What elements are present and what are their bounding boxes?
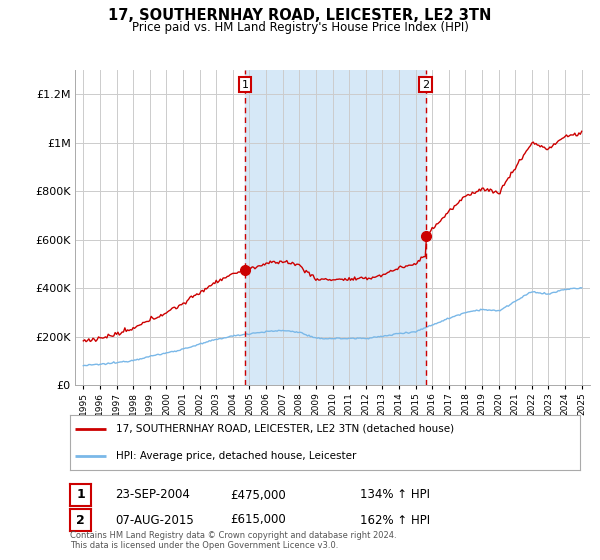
Text: HPI: Average price, detached house, Leicester: HPI: Average price, detached house, Leic…: [116, 451, 356, 461]
Text: Price paid vs. HM Land Registry's House Price Index (HPI): Price paid vs. HM Land Registry's House …: [131, 21, 469, 34]
Text: 23-SEP-2004: 23-SEP-2004: [115, 488, 190, 502]
Text: 2: 2: [76, 514, 85, 526]
Text: Contains HM Land Registry data © Crown copyright and database right 2024.
This d: Contains HM Land Registry data © Crown c…: [70, 531, 397, 550]
Text: £475,000: £475,000: [230, 488, 286, 502]
Text: 07-AUG-2015: 07-AUG-2015: [115, 514, 194, 526]
Text: 17, SOUTHERNHAY ROAD, LEICESTER, LE2 3TN (detached house): 17, SOUTHERNHAY ROAD, LEICESTER, LE2 3TN…: [116, 424, 454, 434]
Text: 1: 1: [241, 80, 248, 90]
Text: 162% ↑ HPI: 162% ↑ HPI: [360, 514, 430, 526]
Text: 17, SOUTHERNHAY ROAD, LEICESTER, LE2 3TN: 17, SOUTHERNHAY ROAD, LEICESTER, LE2 3TN: [109, 8, 491, 24]
Bar: [245, 70, 425, 385]
Text: £615,000: £615,000: [230, 514, 286, 526]
Text: 134% ↑ HPI: 134% ↑ HPI: [360, 488, 430, 502]
Text: 2: 2: [422, 80, 429, 90]
Text: 1: 1: [76, 488, 85, 502]
